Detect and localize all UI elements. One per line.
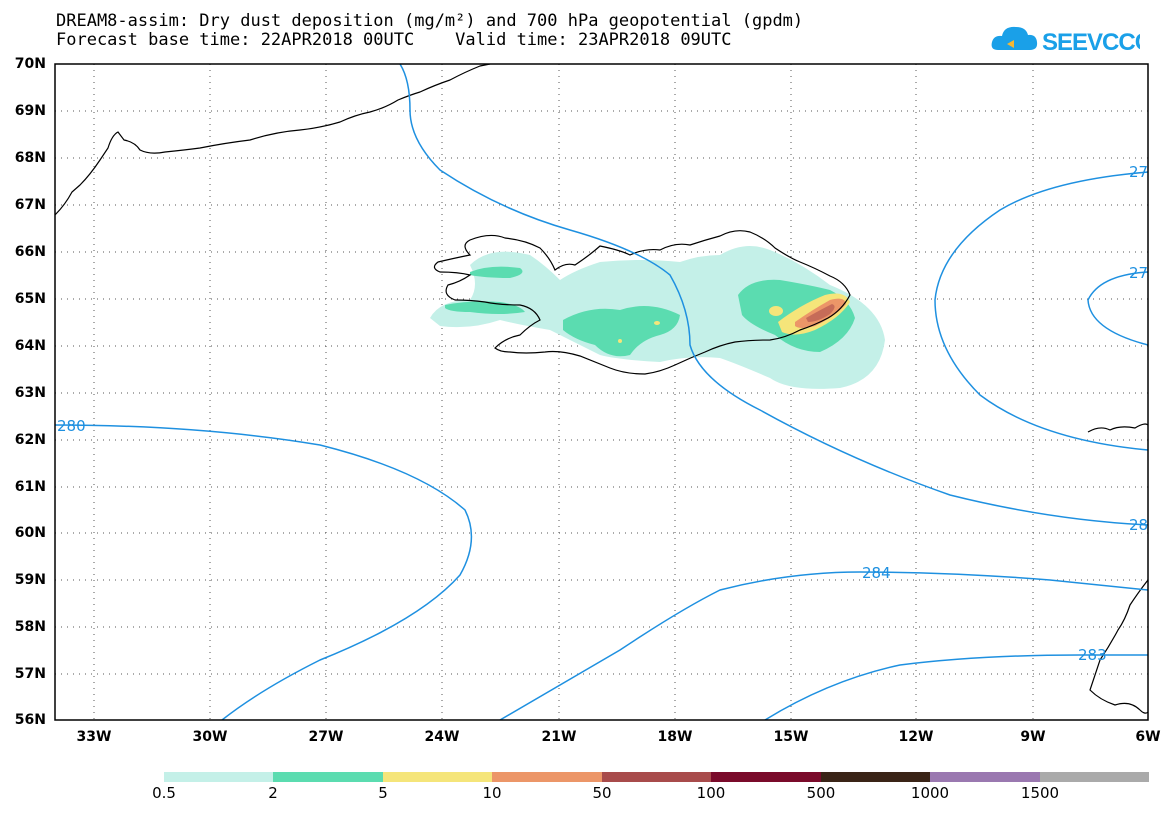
colorbar-label: 0.5 [152, 784, 176, 802]
greenland-coast [55, 64, 491, 216]
contour-line [934, 171, 1148, 451]
lat-label: 61N [14, 479, 46, 495]
colorbar-label: 1000 [910, 784, 950, 802]
dust-level-2 [470, 266, 523, 278]
lat-label: 63N [14, 385, 46, 401]
faroe-islands-coast [1087, 423, 1148, 433]
lat-label: 62N [14, 432, 46, 448]
dust-level-5 [654, 321, 660, 325]
colorbar-label: 1500 [1020, 784, 1060, 802]
map-title-line2: Forecast base time: 22APR2018 00UTC Vali… [56, 30, 732, 50]
colorbar-swatch [821, 772, 930, 782]
lon-label: 15W [773, 729, 809, 745]
colorbar-label: 100 [696, 784, 726, 802]
colorbar-swatch [164, 772, 273, 782]
dust-level-5 [769, 306, 783, 316]
contour-label: 27 [1129, 264, 1148, 282]
colorbar-label: 5 [378, 784, 388, 802]
geopotential-contours [55, 64, 1148, 720]
coastlines [55, 64, 1148, 714]
map-frame [54, 63, 1149, 721]
dust-level-5 [618, 339, 622, 343]
lon-label: 9W [1020, 729, 1046, 745]
map-title-line1: DREAM8-assim: Dry dust deposition (mg/m²… [56, 11, 804, 31]
scotland-coast [1089, 579, 1148, 714]
logo-text: SEEVCCC [1042, 29, 1140, 56]
contour-line [1087, 271, 1148, 346]
lon-label: 24W [424, 729, 460, 745]
colorbar-swatch [602, 772, 711, 782]
colorbar-swatch [711, 772, 821, 782]
contour-label: 283 [1078, 646, 1107, 664]
colorbar-swatch [1040, 772, 1149, 782]
lat-label: 69N [14, 103, 46, 119]
lat-label: 70N [14, 56, 46, 72]
lat-label: 57N [14, 666, 46, 682]
lat-label: 58N [14, 619, 46, 635]
lon-label: 6W [1135, 729, 1161, 745]
dust-level-50 [806, 304, 835, 322]
contour-line [499, 571, 1148, 720]
contour-label: 284 [862, 564, 891, 582]
contour-label: 280 [57, 417, 86, 435]
contour-line [55, 424, 473, 720]
graticule-grid [55, 64, 1148, 720]
colorbar-label: 10 [482, 784, 502, 802]
contour-line [764, 654, 1148, 720]
lat-label: 60N [14, 525, 46, 541]
contour-line [399, 64, 1148, 526]
cloud-logo-icon: SEEVCCC [991, 26, 1153, 56]
dust-deposition-fill [430, 246, 885, 389]
lat-label: 68N [14, 150, 46, 166]
colorbar-label: 500 [806, 784, 836, 802]
lat-label: 64N [14, 338, 46, 354]
dust-level-2 [563, 306, 680, 357]
contour-label: 28 [1129, 516, 1148, 534]
lon-label: 30W [192, 729, 228, 745]
colorbar-swatch [930, 772, 1040, 782]
lat-label: 66N [14, 244, 46, 260]
iceland-coast [433, 230, 851, 375]
lat-label: 59N [14, 572, 46, 588]
seevccc-logo: SEEVCCC [990, 20, 1153, 60]
contour-labels: 280 284 283 28 27 27 [57, 163, 1148, 664]
colorbar-swatch [383, 772, 492, 782]
colorbar-label: 50 [592, 784, 612, 802]
lat-label: 56N [14, 712, 46, 728]
lon-label: 21W [541, 729, 577, 745]
lat-label: 67N [14, 197, 46, 213]
lon-label: 33W [76, 729, 112, 745]
lon-label: 18W [657, 729, 693, 745]
lon-label: 12W [898, 729, 934, 745]
lon-label: 27W [308, 729, 344, 745]
contour-label: 27 [1129, 163, 1148, 181]
colorbar-swatch [273, 772, 383, 782]
colorbar-label: 2 [268, 784, 278, 802]
lat-label: 65N [14, 291, 46, 307]
colorbar-swatch [492, 772, 602, 782]
